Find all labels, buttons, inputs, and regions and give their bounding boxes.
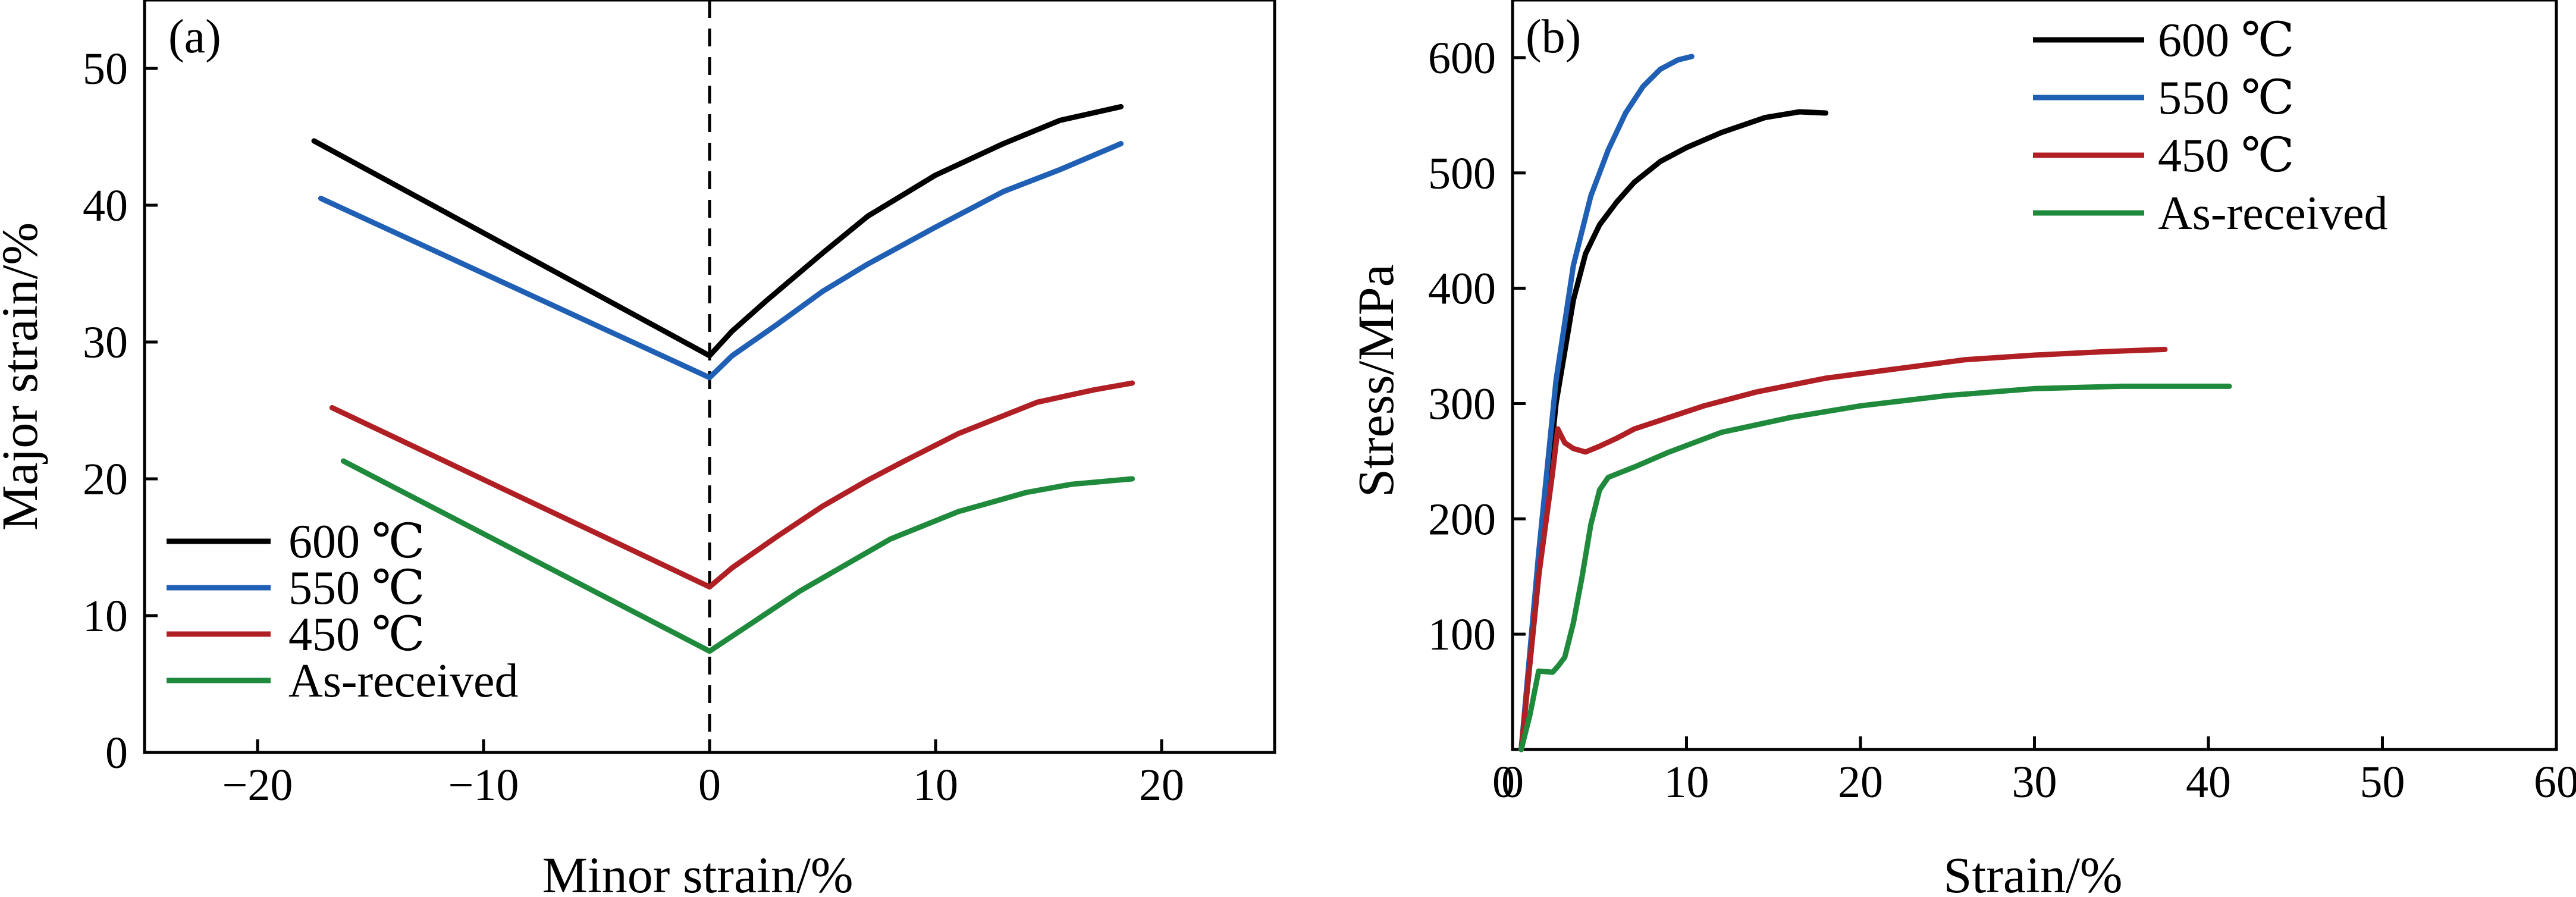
panel-b-series-line-2 xyxy=(1518,346,2168,752)
panel-b-panel-label: (b) xyxy=(1526,11,1581,63)
panel-b-y-axis-label: Stress/MPa xyxy=(1347,264,1404,497)
panel-b-x-tick-label: 20 xyxy=(1838,757,1883,807)
panel-a-ticks: −20 −10 0 10 20 0 10 20 30 40 50 xyxy=(83,44,1184,810)
panel-b-stress-strain: 0 10 20 30 40 50 60 100 200 300 400 500 600 0 (b) Str… xyxy=(1347,0,2576,897)
panel-b-series xyxy=(1518,54,2232,752)
panel-b-y-tick-label: 300 xyxy=(1428,379,1496,429)
panel-a-series-line-3 xyxy=(340,458,1135,654)
panel-a-legend-label: 600 ℃ xyxy=(288,516,425,568)
panel-b-x-tick-label: 0 xyxy=(1501,757,1524,807)
panel-b-ticks: 0 10 20 30 40 50 60 100 200 300 400 500 600 0 xyxy=(1428,33,2576,807)
panel-b-legend-label: 550 ℃ xyxy=(2158,72,2295,124)
panel-b-series-line-3 xyxy=(1518,383,2232,752)
panel-a-x-tick-label: 20 xyxy=(1139,760,1184,810)
panel-b-y-tick-label: 200 xyxy=(1428,494,1496,544)
panel-b-x-axis-label: Strain/% xyxy=(1944,846,2123,897)
panel-a-x-tick-label: −20 xyxy=(222,760,293,810)
panel-a-major-vs-minor-strain: −20 −10 0 10 20 0 10 20 30 40 50 (a) Minor strain/… xyxy=(0,0,1276,897)
panel-a-series-line-1 xyxy=(318,141,1124,381)
panel-a-y-tick-label: 50 xyxy=(83,44,128,94)
panel-b-x-tick-label: 50 xyxy=(2360,757,2405,807)
panel-b-series-line-0 xyxy=(1518,109,1828,752)
panel-a-legend-label: 450 ℃ xyxy=(288,609,425,661)
panel-a-legend-label: 550 ℃ xyxy=(288,562,425,614)
panel-b-plot-frame xyxy=(1511,0,2558,751)
panel-b-series-line-1 xyxy=(1518,54,1695,752)
panel-b-y-tick-label: 600 xyxy=(1428,33,1496,83)
panel-a-y-axis-label: Major strain/% xyxy=(0,222,48,531)
panel-a-y-tick-label: 10 xyxy=(83,591,128,641)
panel-a-series-line-2 xyxy=(329,380,1135,590)
panel-b-y-tick-label: 100 xyxy=(1428,610,1496,660)
panel-b-origin-label: 0 xyxy=(1492,757,1515,807)
panel-a-legend-label: As-received xyxy=(288,655,518,707)
panel-a-y-tick-label: 0 xyxy=(105,728,128,778)
panel-b-legend-label: 600 ℃ xyxy=(2158,14,2295,67)
panel-a-x-tick-label: 0 xyxy=(698,760,721,810)
panel-b-y-tick-label: 500 xyxy=(1428,149,1496,199)
panel-b-x-tick-label: 60 xyxy=(2534,757,2576,807)
panel-b-x-tick-label: 30 xyxy=(2012,757,2057,807)
panel-a-y-tick-label: 30 xyxy=(83,318,128,368)
panel-a-panel-label: (a) xyxy=(168,11,221,63)
panel-b-x-tick-label: 40 xyxy=(2186,757,2231,807)
panel-a-x-tick-label: 10 xyxy=(913,760,958,810)
panel-b-legend-label: As-received xyxy=(2158,187,2387,240)
panel-a-x-tick-label: −10 xyxy=(448,760,519,810)
panel-a-y-tick-label: 40 xyxy=(83,181,128,231)
panel-a-x-axis-label: Minor strain/% xyxy=(542,846,853,897)
panel-a-series-line-0 xyxy=(311,104,1124,359)
panel-a-series xyxy=(311,104,1135,654)
panel-a-y-tick-label: 20 xyxy=(83,454,128,504)
panel-b-y-tick-label: 400 xyxy=(1428,264,1496,314)
panel-b-legend-label: 450 ℃ xyxy=(2158,130,2295,182)
panel-b-x-tick-label: 10 xyxy=(1664,757,1709,807)
